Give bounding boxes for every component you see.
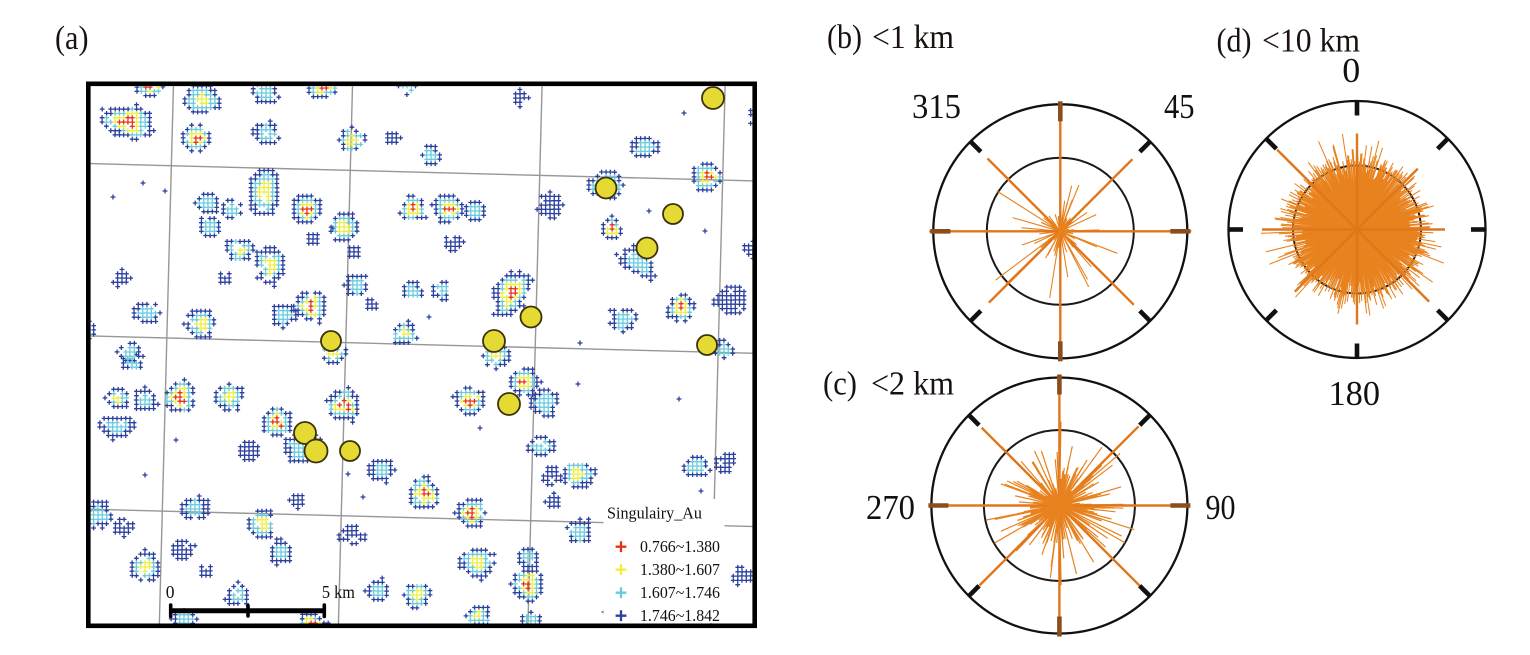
svg-text:1.746~1.842: 1.746~1.842 (640, 606, 720, 625)
svg-text:(a): (a) (55, 20, 89, 57)
svg-text:45: 45 (1164, 87, 1195, 126)
svg-text:0.766~1.380: 0.766~1.380 (640, 537, 720, 556)
svg-text:<1 km: <1 km (872, 19, 954, 56)
svg-text:(d): (d) (1217, 23, 1252, 60)
svg-text:180: 180 (1329, 374, 1381, 413)
svg-text:(b): (b) (827, 19, 862, 56)
svg-text:90: 90 (1206, 488, 1236, 527)
svg-text:<10 km: <10 km (1262, 23, 1360, 60)
svg-text:(c): (c) (823, 366, 857, 403)
svg-text:5 km: 5 km (322, 582, 355, 602)
svg-text:1.380~1.607: 1.380~1.607 (640, 560, 720, 579)
svg-text:315: 315 (912, 87, 961, 126)
svg-text:1.607~1.746: 1.607~1.746 (640, 583, 720, 602)
svg-text:270: 270 (866, 488, 915, 527)
svg-text:0: 0 (166, 582, 175, 602)
svg-text:Singulairy_Au: Singulairy_Au (607, 503, 702, 522)
svg-text:0: 0 (1342, 51, 1360, 90)
svg-text:<2 km: <2 km (871, 366, 954, 403)
